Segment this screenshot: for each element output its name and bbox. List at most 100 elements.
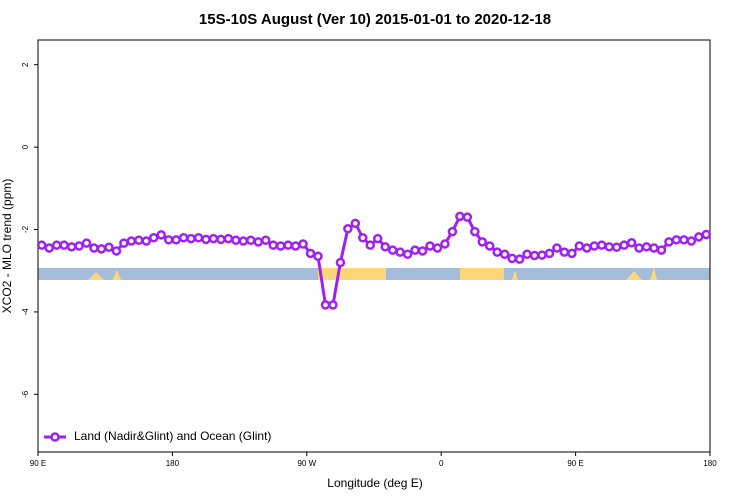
point	[223, 233, 234, 244]
y-tick-label: 0	[21, 144, 30, 149]
point	[178, 233, 189, 243]
point	[582, 243, 592, 253]
point	[395, 247, 405, 257]
x-tick-label: 90 W	[297, 459, 316, 468]
point	[268, 240, 278, 250]
point	[81, 238, 92, 248]
point	[529, 250, 540, 261]
point	[641, 242, 652, 252]
point	[671, 235, 682, 245]
point	[126, 236, 137, 246]
point	[193, 233, 204, 243]
point	[432, 243, 443, 253]
point	[611, 242, 622, 252]
point	[74, 241, 84, 251]
point	[216, 234, 226, 245]
point	[686, 236, 697, 246]
point	[634, 243, 644, 253]
point	[148, 233, 159, 243]
point	[425, 241, 435, 251]
point	[283, 240, 293, 250]
point	[537, 250, 547, 260]
point	[290, 241, 301, 251]
point	[410, 245, 420, 255]
point	[201, 234, 211, 245]
point	[119, 238, 129, 248]
point	[253, 237, 264, 247]
x-axis-label: Longitude (deg E)	[327, 476, 422, 490]
point	[96, 244, 107, 254]
point	[335, 257, 346, 268]
chart-title: 15S-10S August (Ver 10) 2015-01-01 to 20…	[199, 11, 551, 28]
point	[238, 236, 249, 246]
x-tick-label: 180	[703, 459, 717, 468]
surface-mask	[38, 268, 710, 280]
point	[417, 246, 428, 256]
x-tick-label: 90 E	[567, 459, 583, 468]
point	[656, 245, 667, 255]
point	[298, 239, 308, 249]
point	[66, 242, 77, 252]
point	[350, 218, 361, 229]
point	[492, 247, 502, 257]
point	[701, 229, 712, 240]
y-axis-label: XCO2 - MLO trend (ppm)	[0, 179, 14, 314]
point	[544, 248, 555, 259]
point	[574, 241, 585, 251]
point	[89, 243, 99, 253]
legend-label: Land (Nadir&Glint) and Ocean (Glint)	[74, 429, 271, 443]
y-tick-label: -6	[21, 390, 30, 398]
point	[619, 240, 629, 250]
y-tick-label: -4	[21, 308, 30, 316]
point	[246, 235, 256, 245]
point	[328, 300, 338, 310]
point	[477, 237, 488, 247]
point	[507, 253, 517, 264]
point	[626, 237, 637, 248]
point	[552, 243, 562, 253]
y-tick-label: 2	[21, 62, 30, 67]
point	[447, 226, 458, 237]
point	[171, 235, 181, 245]
point	[380, 242, 390, 252]
point	[343, 223, 353, 234]
point	[208, 233, 219, 244]
legend-marker	[50, 432, 60, 442]
point	[186, 233, 196, 244]
x-tick-label: 90 E	[30, 459, 46, 468]
point	[440, 239, 450, 249]
point	[402, 249, 413, 259]
point	[522, 249, 532, 259]
point	[484, 241, 495, 251]
point	[387, 245, 398, 255]
point	[51, 240, 62, 250]
point	[470, 226, 480, 237]
point	[231, 235, 241, 245]
point	[260, 235, 271, 245]
point	[664, 237, 674, 247]
point	[36, 240, 47, 250]
point	[111, 246, 122, 256]
point	[313, 251, 323, 262]
point	[156, 230, 166, 240]
point	[358, 233, 368, 243]
point	[104, 242, 114, 252]
point	[59, 240, 69, 250]
point	[567, 248, 577, 259]
point	[514, 254, 525, 264]
point	[372, 233, 383, 244]
point	[275, 241, 286, 251]
point	[455, 211, 465, 222]
x-tick-label: 180	[166, 459, 180, 468]
point	[694, 232, 704, 242]
point	[44, 243, 54, 253]
y-tick-label: -2	[21, 225, 30, 233]
point	[141, 236, 152, 246]
point	[163, 235, 174, 245]
point	[462, 212, 473, 222]
point	[320, 300, 331, 310]
point	[559, 247, 570, 257]
point	[589, 241, 600, 251]
point	[604, 242, 614, 252]
